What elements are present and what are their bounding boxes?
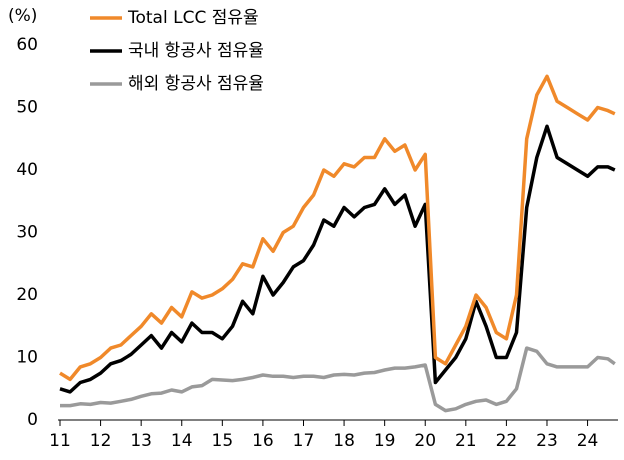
x-tick-label: 22 xyxy=(496,431,518,451)
y-tick-label: 0 xyxy=(27,410,38,430)
x-tick-label: 15 xyxy=(212,431,234,451)
x-tick-label: 12 xyxy=(90,431,112,451)
x-tick-label: 14 xyxy=(171,431,193,451)
legend-label: 국내 항공사 점유율 xyxy=(128,41,264,61)
line-series xyxy=(59,124,616,394)
x-tick-label: 16 xyxy=(252,431,274,451)
legend-label: Total LCC 점유율 xyxy=(127,8,259,28)
legend-label: 해외 항공사 점유율 xyxy=(128,74,264,94)
x-tick-label: 24 xyxy=(577,431,599,451)
x-tick-label: 23 xyxy=(536,431,558,451)
y-tick-label: 30 xyxy=(16,223,38,243)
y-tick-label: 60 xyxy=(16,35,38,55)
y-tick-label: 40 xyxy=(16,160,38,180)
y-tick-label: 10 xyxy=(16,348,38,368)
y-axis-label: (%) xyxy=(8,6,37,26)
x-tick-label: 19 xyxy=(374,431,396,451)
x-tick-label: 17 xyxy=(293,431,315,451)
x-tick-label: 21 xyxy=(455,431,477,451)
x-tick-label: 13 xyxy=(130,431,152,451)
x-tick-label: 11 xyxy=(49,431,71,451)
line-series xyxy=(60,346,616,413)
y-tick-label: 50 xyxy=(16,98,38,118)
x-tick-label: 18 xyxy=(333,431,355,451)
y-tick-label: 20 xyxy=(16,285,38,305)
x-tick-label: 20 xyxy=(414,431,436,451)
line-series xyxy=(59,74,616,382)
